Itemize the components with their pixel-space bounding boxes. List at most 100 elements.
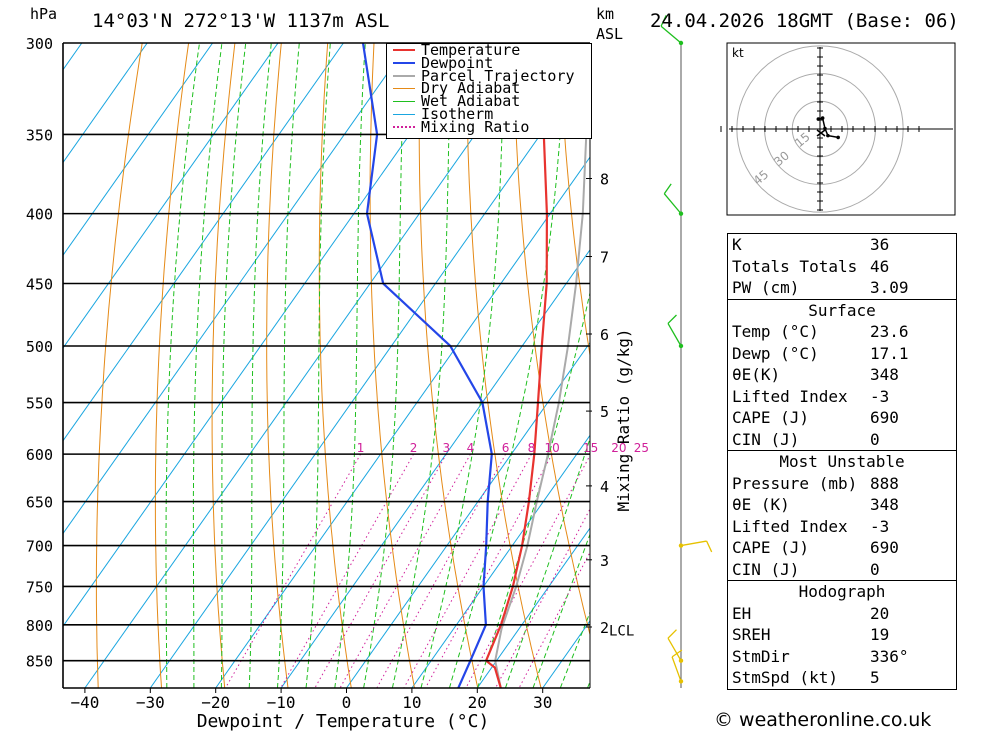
km-tick-label: 5 [600,403,609,421]
wind-barb-flag [660,15,667,27]
mixing-ratio-label: 4 [467,441,475,455]
section-title: Most Unstable [779,452,905,471]
legend-swatch [393,113,415,115]
index-value: 17.1 [870,343,909,363]
isotherm-line [63,43,214,257]
x-tick-label: −40 [70,693,99,712]
index-label: Lifted Index [732,516,848,536]
wind-barb-flag [667,314,677,324]
index-label: θE(K) [732,365,781,384]
wet-adiabat-line [363,43,406,688]
isotherm-line [411,434,590,688]
index-value: -3 [870,386,890,406]
mixing-ratio-line [403,453,532,688]
legend-item-dewpoint: Dewpoint [387,55,591,70]
wind-barb-flag [667,629,677,639]
index-row: StmDir 336° [728,646,956,668]
isotherm-line [63,43,148,164]
legend-item-temperature: Temperature [387,41,591,59]
wind-barb-flag [671,649,683,658]
pressure-tick-label: 800 [26,617,53,635]
wet-adiabat-line [334,43,366,688]
wind-barb [667,637,682,662]
index-row: EH 20 [728,603,956,625]
index-value: 0 [870,429,880,449]
index-row: CIN (J) 0 [728,429,956,451]
isotherm-line [0,43,16,688]
hodograph-point [820,116,825,120]
pressure-tick-label: 550 [26,395,53,413]
x-tick-label: −20 [201,693,230,712]
legend-label: Parcel Trajectory [421,66,575,85]
index-value: -3 [870,516,890,536]
legend-swatch [393,49,415,52]
index-label: EH [732,603,752,623]
legend-label: Mixing Ratio [421,117,530,136]
legend-swatch [393,62,415,65]
wet-adiabat-line [165,43,200,688]
index-row: CAPE (J) 690 [728,407,956,429]
index-row: θE (K) 348 [728,494,956,516]
location-title: 14°03'N 272°13'W 1137m ASL [92,10,390,32]
mixing-ratio-line [376,453,507,688]
km-tick-label: 3 [600,552,609,570]
index-value: 46 [870,256,890,276]
km-tick-label: 8 [600,171,609,189]
index-value: 336° [870,646,909,666]
legend-swatch [393,101,415,103]
index-value: 19 [870,625,890,644]
wet-adiabat-line [305,43,331,688]
dry-adiabat-line [211,43,236,688]
hodograph-params-section: Hodograph EH 20 SREH 19 StmDir 336° StmSpd … [728,580,956,689]
index-value: 20 [870,603,890,623]
km-tick-label: 2 [600,619,609,637]
dry-adiabat-line [977,43,1000,688]
index-row-k: K 36 [728,234,956,256]
parcel-trajectory-line [494,43,590,688]
mixing-ratio-line [465,454,590,688]
wind-barb-flag [663,183,672,195]
mixing-ratio-label: 20 [611,441,626,455]
index-label: CAPE (J) [732,408,810,427]
mixing-ratio-axis-title: Mixing Ratio (g/kg) [614,328,633,511]
index-row: StmSpd (kt) 5 [728,667,956,689]
index-label: Temp (°C) [732,322,819,341]
wet-adiabat-line [391,43,452,688]
index-label: CAPE (J) [732,538,810,557]
index-label: θE (K) [732,495,790,514]
pressure-tick-label: 600 [26,446,53,464]
index-value: 36 [870,235,890,254]
index-row: SREH 19 [728,624,956,646]
dry-adiabat-line [559,43,590,359]
mixing-ratio-label: 1 [357,441,365,455]
height-ref-label: ASL [596,25,624,43]
wet-adiabat-line [532,532,590,688]
dry-adiabat-line [154,43,190,688]
index-label: StmDir [732,646,790,666]
index-label: K [732,235,742,254]
mixing-ratio-label: 2 [410,441,418,455]
dry-adiabat-line [466,43,542,688]
isotherm-line [215,156,590,688]
dry-adiabat-line [369,43,415,688]
mixing-ratio-label: 8 [528,441,536,455]
mixing-ratio-line [425,453,553,688]
legend-label: Temperature [421,41,521,59]
mixing-ratio-line [518,551,590,688]
x-tick-label: 20 [468,693,487,712]
index-value: 888 [870,473,899,493]
chart-legend: Temperature Dewpoint Parcel Trajectory D… [386,43,592,139]
index-row: CAPE (J) 690 [728,537,956,559]
mixing-ratio-label: 6 [502,441,510,455]
legend-swatch [393,126,415,129]
index-row: Lifted Index -3 [728,386,956,408]
legend-swatch [393,88,415,90]
mixing-ratio-line [225,453,362,688]
copyright-footer[interactable]: © weatheronline.co.uk [714,709,932,731]
index-row: Pressure (mb) 888 [728,473,956,495]
legend-item-parcel: Parcel Trajectory [387,66,591,85]
wet-adiabat-line [477,290,590,688]
index-label: CIN (J) [732,559,800,579]
x-tick-label: 10 [402,693,421,712]
